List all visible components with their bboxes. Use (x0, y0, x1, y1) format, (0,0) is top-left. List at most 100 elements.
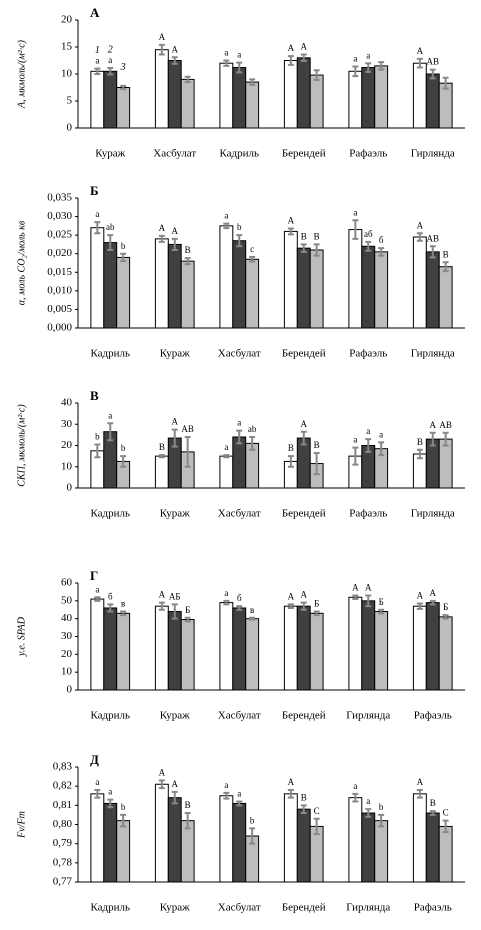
significance-letter: a (95, 777, 99, 787)
error-bar (249, 616, 256, 621)
significance-letter: A (301, 42, 308, 52)
panel-letter: А (90, 5, 100, 20)
error-bar (352, 792, 359, 803)
error-bar (365, 240, 372, 252)
bar (154, 605, 169, 691)
bar (361, 67, 376, 129)
significance-letter: AB (426, 233, 439, 243)
x-tick-label: Хасбулат (218, 902, 261, 914)
y-tick-label: 0,005 (47, 303, 72, 315)
error-bar (416, 232, 423, 242)
error-bar (158, 454, 165, 459)
x-tick-label: Берендей (282, 902, 326, 914)
y-tick-label: 50 (61, 594, 73, 606)
bar (412, 236, 427, 329)
error-bar (94, 67, 101, 75)
error-bar (107, 798, 114, 809)
bar (154, 783, 169, 883)
x-tick-label: Берендей (282, 508, 326, 520)
error-bar (249, 78, 256, 86)
error-bar (184, 436, 191, 468)
x-tick-label: Кадриль (219, 148, 259, 160)
y-tick-label: 0 (67, 684, 73, 696)
bar (103, 802, 118, 883)
error-bar (429, 810, 436, 816)
bar (361, 245, 376, 329)
bar (283, 793, 298, 883)
bar (154, 238, 169, 329)
significance-letter: b (121, 241, 126, 251)
y-tick-label: 30 (61, 630, 73, 642)
bar (103, 242, 118, 329)
y-tick-label: 5 (67, 95, 73, 107)
error-bar (184, 75, 191, 84)
significance-letter: в (121, 599, 125, 609)
error-bar (184, 257, 191, 266)
y-tick-label: 20 (61, 14, 73, 26)
significance-letter: A (288, 777, 295, 787)
bar (116, 820, 131, 883)
significance-letter: B (314, 440, 320, 450)
error-bar (107, 67, 114, 76)
significance-letter: Б (443, 602, 448, 612)
y-axis-label: у.е. SPAD (16, 616, 27, 657)
error-bar (223, 454, 230, 459)
bar (412, 605, 427, 691)
significance-letter: C (314, 806, 320, 816)
bar (245, 81, 260, 129)
significance-letter: b (379, 802, 384, 812)
significance-letter: a (353, 781, 357, 791)
significance-letter: a (237, 418, 241, 428)
bar (154, 49, 169, 129)
x-tick-label: Кадриль (90, 710, 130, 722)
bar (425, 602, 440, 691)
significance-letter: B (417, 437, 423, 447)
error-bar (287, 55, 294, 66)
significance-letter: в (250, 605, 254, 615)
error-bar (378, 61, 385, 71)
bar (283, 60, 298, 129)
error-bar (287, 603, 294, 609)
significance-letter: A (172, 44, 179, 54)
significance-letter: B (430, 798, 436, 808)
bar (219, 62, 234, 129)
significance-letter: A (159, 32, 166, 42)
bar (374, 611, 389, 691)
error-bar (158, 779, 165, 790)
series-name: 2 (108, 44, 113, 55)
x-tick-label: Хасбулат (218, 508, 261, 520)
error-bar (313, 451, 320, 476)
bar (180, 78, 195, 129)
error-bar (236, 429, 243, 445)
bar (425, 251, 440, 329)
error-bar (442, 819, 449, 834)
x-tick-label: Кадриль (90, 348, 130, 360)
bar (374, 820, 389, 883)
significance-letter: a (237, 50, 241, 60)
bar (309, 74, 324, 129)
significance-letter: a (224, 211, 228, 221)
error-bar (442, 431, 449, 447)
significance-letter: b (95, 432, 100, 442)
x-tick-label: Хасбулат (218, 710, 261, 722)
significance-letter: a (95, 56, 99, 66)
panel-letter: Д (90, 752, 99, 767)
significance-letter: A (430, 588, 437, 598)
significance-letter: B (443, 249, 449, 259)
error-bar (184, 812, 191, 830)
error-bar (171, 428, 178, 448)
significance-letter: A (172, 417, 179, 427)
significance-letter: A (417, 777, 424, 787)
bar (374, 251, 389, 329)
bar (180, 820, 195, 883)
x-tick-label: Кураж (160, 508, 190, 520)
y-tick-label: 10 (61, 666, 73, 678)
error-bar (416, 602, 423, 610)
significance-letter: A (430, 420, 437, 430)
bar (425, 73, 440, 129)
significance-letter: A (288, 43, 295, 53)
significance-letter: A (417, 220, 424, 230)
error-bar (107, 234, 114, 251)
y-tick-label: 40 (61, 612, 73, 624)
error-bar (223, 599, 230, 606)
